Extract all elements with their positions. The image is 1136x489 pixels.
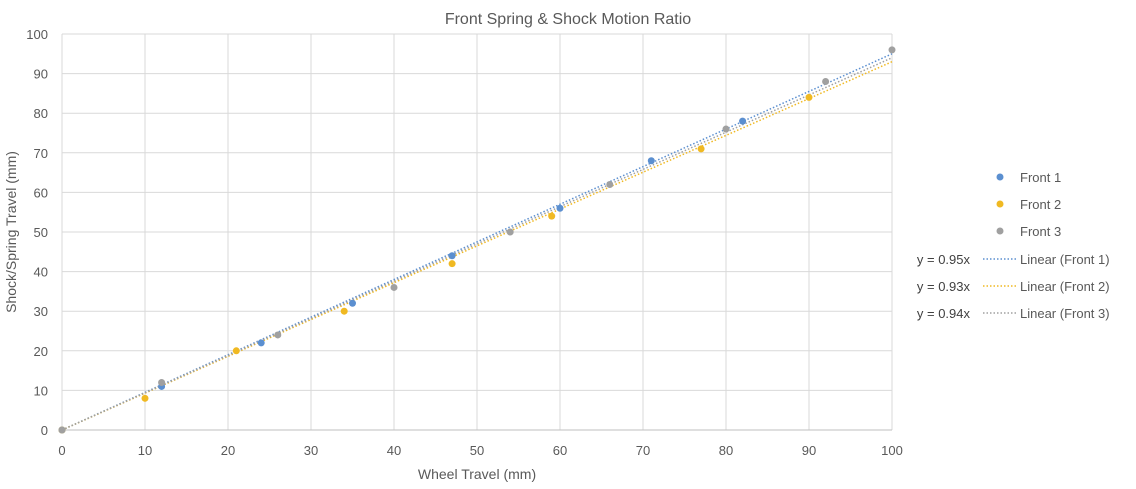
data-point	[274, 331, 282, 339]
x-tick-label: 30	[304, 443, 318, 458]
x-tick-label: 80	[719, 443, 733, 458]
data-point	[697, 145, 705, 153]
data-point	[548, 212, 556, 220]
x-tick-label: 60	[553, 443, 567, 458]
data-point	[556, 204, 564, 212]
data-point	[722, 125, 730, 133]
y-tick-label: 30	[34, 304, 48, 319]
data-point	[232, 347, 240, 355]
y-tick-label: 100	[26, 27, 48, 42]
x-tick-label: 0	[58, 443, 65, 458]
legend-label: Linear (Front 2)	[1020, 279, 1110, 294]
data-point	[739, 117, 747, 125]
series-front-2	[58, 93, 813, 434]
legend-marker	[996, 227, 1004, 235]
data-point	[158, 378, 166, 386]
data-point	[141, 394, 149, 402]
y-tick-label: 50	[34, 225, 48, 240]
data-point	[257, 339, 265, 347]
chart-title: Front Spring & Shock Motion Ratio	[445, 11, 691, 28]
x-tick-label: 90	[802, 443, 816, 458]
data-point	[340, 307, 348, 315]
y-tick-label: 0	[41, 423, 48, 438]
y-tick-labels: 0 10 20 30 40 50 60 70 80 90 100	[26, 27, 48, 438]
data-point	[888, 46, 896, 54]
trendline-equation: y = 0.95x	[917, 252, 971, 267]
data-point	[448, 252, 456, 260]
data-point	[58, 426, 66, 434]
data-point	[349, 299, 356, 307]
x-tick-label: 20	[221, 443, 235, 458]
x-tick-label: 100	[881, 443, 903, 458]
data-point	[506, 228, 514, 236]
data-point	[390, 283, 398, 291]
data-point	[606, 180, 614, 188]
trendlines	[61, 53, 893, 431]
legend: Front 1 Front 2 Front 3 y = 0.95x Linear (Fr…	[917, 170, 1110, 321]
legend-marker	[996, 200, 1004, 208]
x-tick-label: 40	[387, 443, 401, 458]
x-tick-label: 70	[636, 443, 650, 458]
y-tick-label: 70	[34, 146, 48, 161]
axes	[61, 34, 892, 431]
y-axis-label: Shock/Spring Travel (mm)	[3, 151, 19, 313]
y-tick-label: 60	[34, 185, 48, 200]
legend-label: Front 3	[1020, 224, 1061, 239]
legend-marker	[996, 173, 1004, 181]
x-tick-labels: 0 10 20 30 40 50 60 70 80 90 100	[58, 443, 902, 458]
x-tick-label: 10	[138, 443, 152, 458]
y-tick-label: 80	[34, 106, 48, 121]
trendline-equation: y = 0.93x	[917, 279, 971, 294]
data-point	[805, 93, 813, 101]
trendline-equation: y = 0.94x	[917, 306, 971, 321]
data-point	[448, 260, 456, 268]
y-tick-label: 40	[34, 265, 48, 280]
legend-label: Linear (Front 1)	[1020, 252, 1110, 267]
trendline-front-3	[61, 57, 893, 431]
data-point	[647, 157, 655, 165]
x-tick-label: 50	[470, 443, 484, 458]
gridlines	[62, 33, 893, 430]
legend-label: Front 2	[1020, 197, 1061, 212]
data-points	[58, 46, 896, 434]
y-tick-label: 20	[34, 344, 48, 359]
legend-label: Linear (Front 3)	[1020, 306, 1110, 321]
legend-label: Front 1	[1020, 170, 1061, 185]
data-point	[822, 78, 830, 86]
series-front-3	[58, 46, 896, 434]
y-tick-label: 10	[34, 383, 48, 398]
y-tick-label: 90	[34, 67, 48, 82]
x-axis-label: Wheel Travel (mm)	[418, 466, 536, 482]
